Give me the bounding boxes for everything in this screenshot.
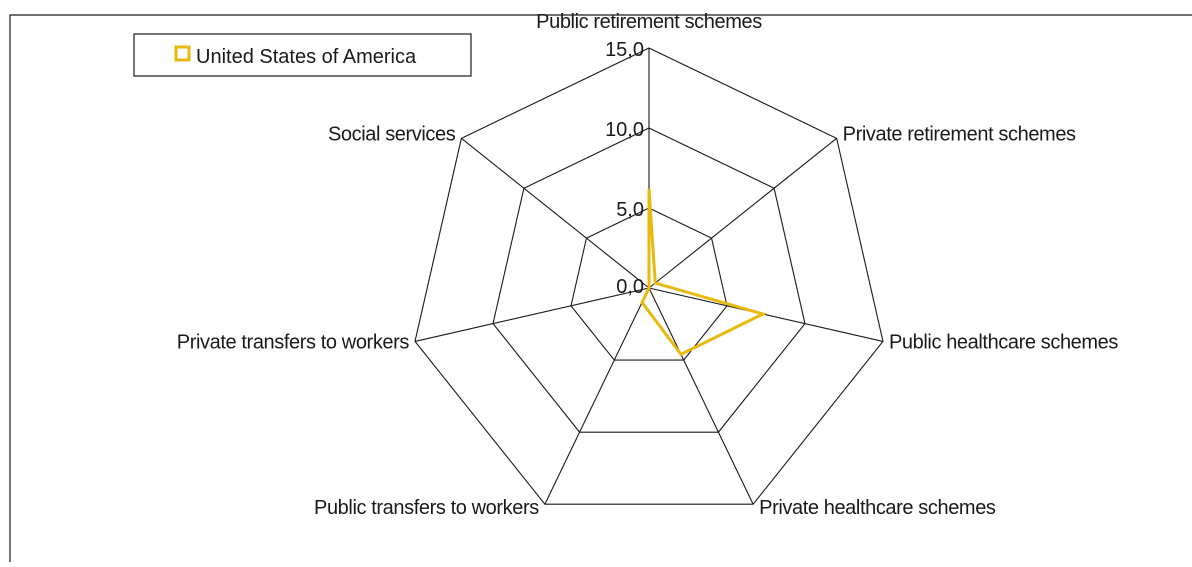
axis-label: Social services <box>328 123 456 145</box>
tick-label: 10,0 <box>605 119 644 141</box>
legend: United States of America <box>134 34 471 76</box>
legend-label: United States of America <box>196 46 417 68</box>
axis-spoke <box>649 288 883 341</box>
axis-label: Public transfers to workers <box>314 497 539 519</box>
axis-spoke <box>545 288 649 504</box>
axis-spoke <box>415 288 649 341</box>
legend-swatch <box>176 47 189 60</box>
tick-label: 15,0 <box>605 39 644 61</box>
axis-label: Private retirement schemes <box>843 123 1076 145</box>
chart-frame <box>10 15 1192 562</box>
tick-label: 0,0 <box>616 276 644 298</box>
axis-label: Public healthcare schemes <box>889 331 1118 353</box>
axis-label: Private healthcare schemes <box>759 497 996 519</box>
tick-labels: 0,0 5,0 10,0 15,0 <box>605 39 644 298</box>
axis-label: Public retirement schemes <box>536 11 762 33</box>
tick-label: 5,0 <box>616 199 644 221</box>
axis-spoke <box>649 138 837 288</box>
axis-label: Private transfers to workers <box>177 331 410 353</box>
axis-spoke <box>649 288 753 504</box>
